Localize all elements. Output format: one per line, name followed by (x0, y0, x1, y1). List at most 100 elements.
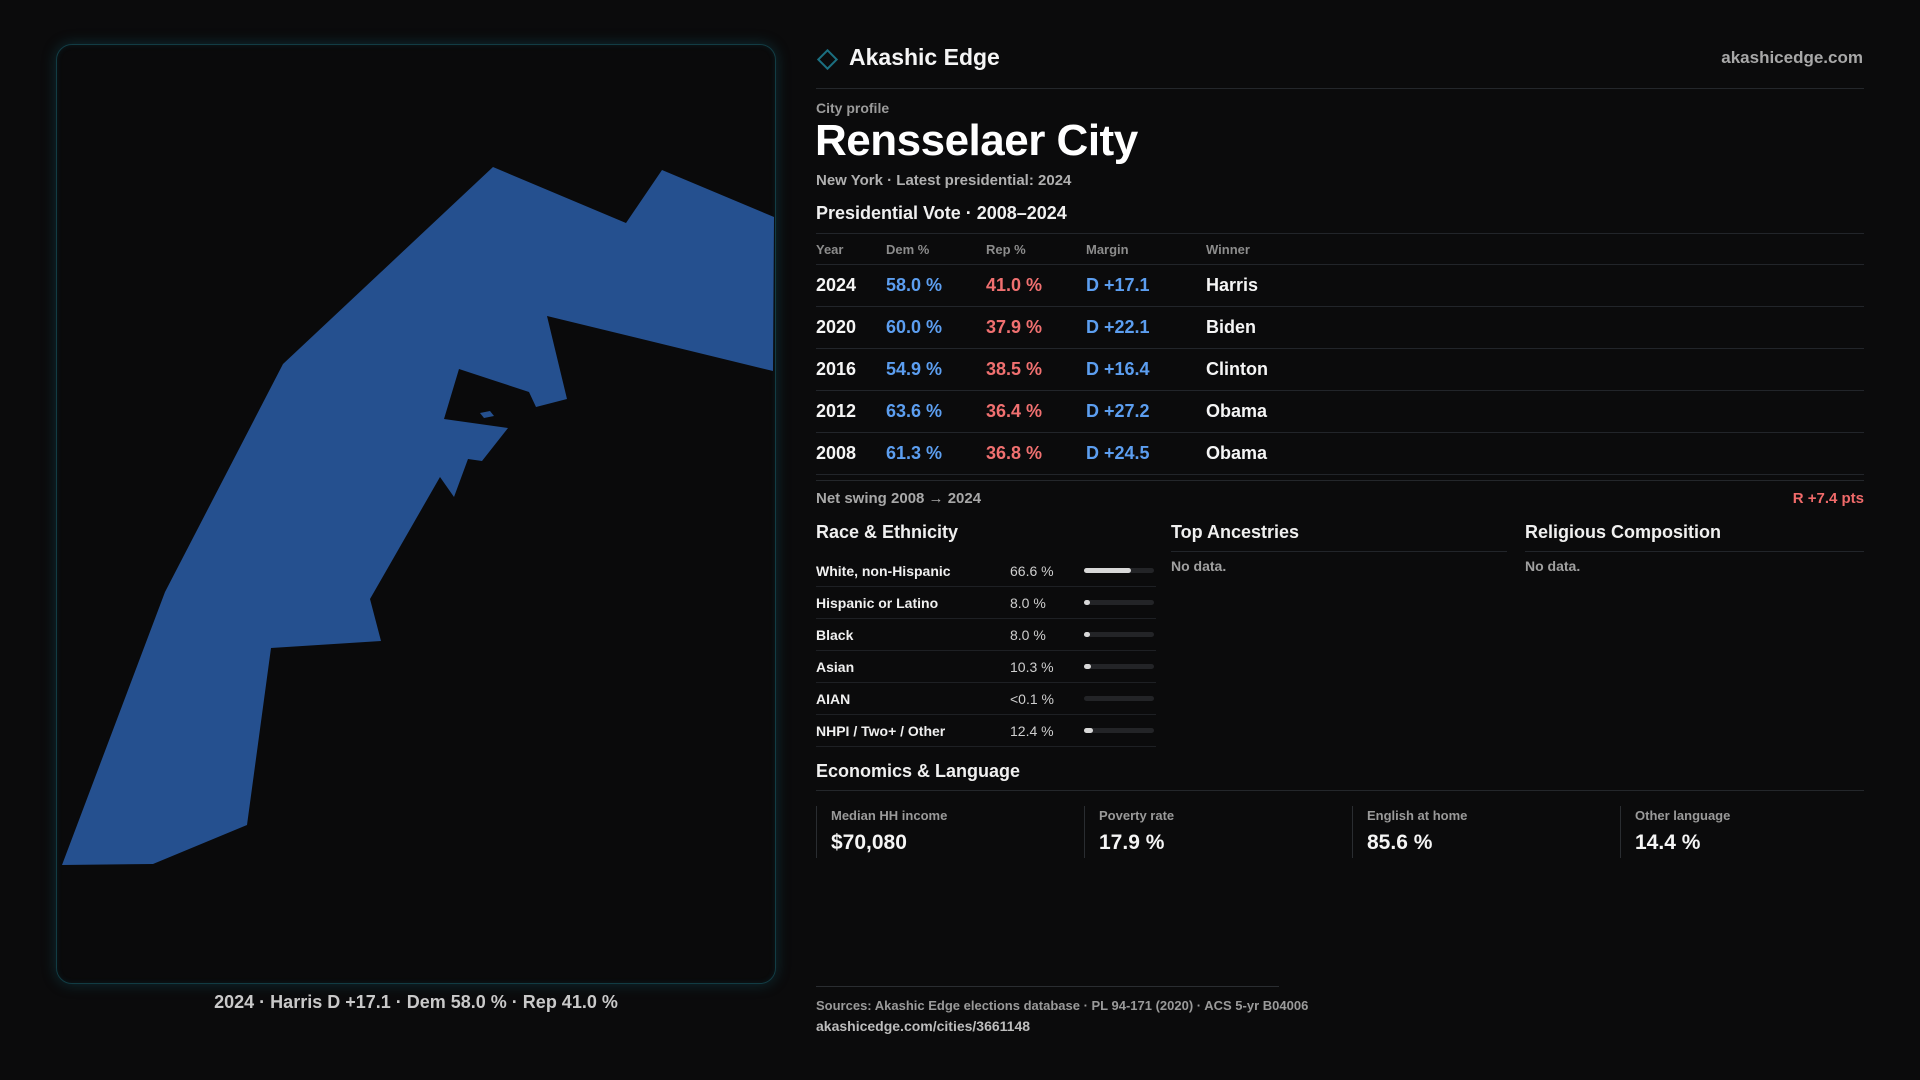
year-cell: 2016 (816, 348, 886, 391)
column-header-dem: Dem % (886, 233, 986, 265)
brand-name: Akashic Edge (849, 44, 1000, 70)
city-boundary-shape (62, 167, 774, 865)
table-header-row: Year Dem % Rep % Margin Winner (816, 233, 1864, 265)
race-list: White, non-Hispanic 66.6 % Hispanic or L… (816, 555, 1156, 747)
column-header-winner: Winner (1206, 233, 1864, 265)
race-section-title: Race & Ethnicity (816, 522, 959, 542)
race-value: 10.3 % (1010, 658, 1054, 675)
stat-english-at-home: English at home 85.6 % (1352, 806, 1467, 858)
page-title: Rensselaer City (815, 116, 1138, 165)
city-map-panel[interactable] (56, 44, 776, 984)
race-row: Asian 10.3 % (816, 651, 1156, 683)
race-bar-track (1084, 696, 1154, 701)
race-row: Black 8.0 % (816, 619, 1156, 651)
winner-cell: Harris (1206, 264, 1864, 307)
religion-section-title: Religious Composition (1525, 522, 1721, 542)
race-label: AIAN (816, 690, 851, 707)
stat-poverty-rate: Poverty rate 17.9 % (1084, 806, 1174, 858)
race-bar-fill (1084, 664, 1091, 669)
winner-cell: Biden (1206, 306, 1864, 349)
economics-divider (816, 790, 1864, 791)
ancestries-section-title: Top Ancestries (1171, 522, 1300, 542)
race-label: White, non-Hispanic (816, 562, 951, 579)
race-bar-track (1084, 632, 1154, 637)
stat-value: 85.6 % (1367, 831, 1433, 854)
sources-text: Sources: Akashic Edge elections database… (816, 998, 1309, 1013)
page-subtitle: New York · Latest presidential: 2024 (816, 172, 1072, 189)
rep-cell: 36.8 % (986, 432, 1086, 475)
year-cell: 2020 (816, 306, 886, 349)
race-value: 66.6 % (1010, 562, 1054, 579)
table-row: 2016 54.9 % 38.5 % D +16.4 Clinton (816, 348, 1864, 391)
stat-label: Other language (1635, 808, 1731, 823)
year-cell: 2008 (816, 432, 886, 475)
brand[interactable]: Akashic Edge (816, 44, 1000, 71)
rep-cell: 41.0 % (986, 264, 1086, 307)
net-swing-value: R +7.4 pts (1792, 490, 1864, 507)
net-swing-label: Net swing 2008 → 2024 (816, 490, 982, 507)
stat-label: Poverty rate (1099, 808, 1175, 823)
column-header-year: Year (816, 233, 886, 265)
race-label: NHPI / Two+ / Other (816, 722, 946, 739)
race-bar-track (1084, 600, 1154, 605)
margin-cell: D +17.1 (1086, 264, 1206, 307)
race-value: 12.4 % (1010, 722, 1054, 739)
religion-divider (1525, 551, 1864, 552)
stat-label: English at home (1367, 808, 1468, 823)
race-label: Black (816, 626, 854, 643)
race-value: 8.0 % (1010, 626, 1046, 643)
religion-empty-text: No data. (1525, 558, 1581, 574)
stat-value: 14.4 % (1635, 831, 1701, 854)
header-divider (816, 88, 1864, 89)
margin-cell: D +16.4 (1086, 348, 1206, 391)
dem-cell: 54.9 % (886, 348, 986, 391)
margin-cell: D +24.5 (1086, 432, 1206, 475)
column-header-margin: Margin (1086, 233, 1206, 265)
margin-cell: D +22.1 (1086, 306, 1206, 349)
race-row: White, non-Hispanic 66.6 % (816, 555, 1156, 587)
rep-cell: 37.9 % (986, 306, 1086, 349)
stat-median-income: Median HH income $70,080 (816, 806, 947, 858)
race-bar-fill (1084, 568, 1131, 573)
race-value: 8.0 % (1010, 594, 1046, 611)
winner-cell: Clinton (1206, 348, 1864, 391)
winner-cell: Obama (1206, 390, 1864, 433)
race-row: AIAN <0.1 % (816, 683, 1156, 715)
dem-cell: 63.6 % (886, 390, 986, 433)
sources-divider (816, 986, 1279, 987)
race-row: Hispanic or Latino 8.0 % (816, 587, 1156, 619)
stat-value: $70,080 (831, 831, 907, 854)
swing-divider (816, 480, 1864, 481)
race-value: <0.1 % (1010, 690, 1054, 707)
table-row: 2020 60.0 % 37.9 % D +22.1 Biden (816, 306, 1864, 349)
race-bar-fill (1084, 728, 1093, 733)
map-caption: 2024 · Harris D +17.1 · Dem 58.0 % · Rep… (214, 992, 618, 1012)
race-row: NHPI / Two+ / Other 12.4 % (816, 715, 1156, 747)
year-cell: 2012 (816, 390, 886, 433)
table-row: 2012 63.6 % 36.4 % D +27.2 Obama (816, 390, 1864, 433)
race-bar-track (1084, 728, 1154, 733)
economics-section-title: Economics & Language (816, 761, 1021, 781)
ancestries-empty-text: No data. (1171, 558, 1227, 574)
stat-other-language: Other language 14.4 % (1620, 806, 1730, 858)
stat-value: 17.9 % (1099, 831, 1165, 854)
race-bar-fill (1084, 632, 1090, 637)
ancestries-divider (1171, 551, 1507, 552)
winner-cell: Obama (1206, 432, 1864, 475)
page-kicker: City profile (816, 100, 890, 116)
dem-cell: 58.0 % (886, 264, 986, 307)
stat-label: Median HH income (831, 808, 948, 823)
dem-cell: 60.0 % (886, 306, 986, 349)
column-header-rep: Rep % (986, 233, 1086, 265)
year-cell: 2024 (816, 264, 886, 307)
margin-cell: D +27.2 (1086, 390, 1206, 433)
race-bar-track (1084, 568, 1154, 573)
race-bar-track (1084, 664, 1154, 669)
race-label: Asian (816, 658, 855, 675)
table-row: 2008 61.3 % 36.8 % D +24.5 Obama (816, 432, 1864, 475)
table-row: 2024 58.0 % 41.0 % D +17.1 Harris (816, 264, 1864, 307)
race-bar-fill (1084, 600, 1090, 605)
site-link[interactable]: akashicedge.com (1721, 48, 1863, 67)
presidential-vote-table: Year Dem % Rep % Margin Winner 2024 58.0… (816, 233, 1864, 475)
city-url-link[interactable]: akashicedge.com/cities/3661148 (816, 1018, 1031, 1034)
